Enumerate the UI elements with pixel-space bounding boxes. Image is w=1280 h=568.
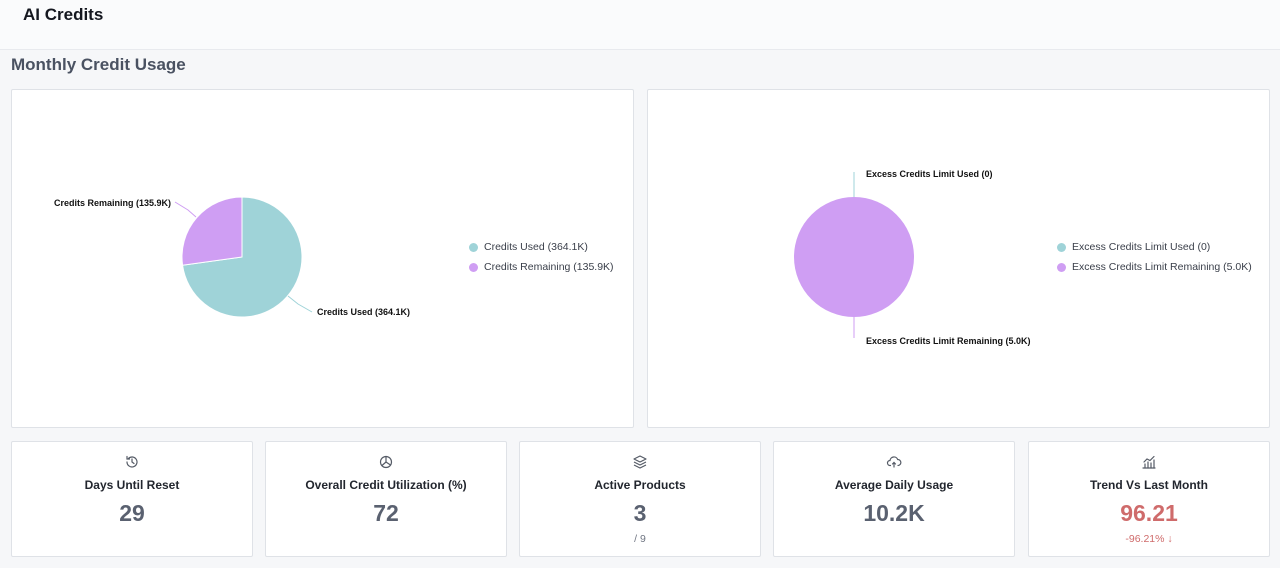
card-label: Trend Vs Last Month: [1089, 478, 1208, 492]
callout-remaining: Credits Remaining (135.9K): [54, 198, 171, 208]
legend-dot-remaining: [1057, 262, 1066, 272]
card-value: 72: [373, 500, 399, 526]
legend-dot-remaining: [469, 262, 478, 272]
trend-chart-icon: [1029, 454, 1269, 470]
legend-item-credits-used[interactable]: Credits Used (364.1K): [469, 237, 614, 257]
legend-label: Credits Used (364.1K): [484, 241, 588, 253]
legend-item-excess-used[interactable]: Excess Credits Limit Used (0): [1057, 237, 1252, 257]
card-value: 10.2K: [863, 500, 925, 526]
legend-label: Credits Remaining (135.9K): [484, 261, 614, 273]
card-label: Overall Credit Utilization (%): [305, 478, 467, 492]
page-title: AI Credits: [23, 5, 104, 24]
section-title: Monthly Credit Usage: [11, 55, 186, 74]
pie-slice-credits-remaining-135-9k[interactable]: [181, 196, 243, 266]
pie-slice-excess-credits-limit-remaining-5-0k[interactable]: [794, 197, 914, 317]
cloud-sync-icon: [774, 454, 1014, 470]
callout-used: Credits Used (364.1K): [317, 307, 410, 317]
credit-usage-pie-chart: Credits Remaining (135.9K) Credits Used …: [54, 196, 410, 318]
legend-dot-used: [469, 242, 478, 252]
pie-chart-icon: [266, 454, 506, 470]
excess-credits-chart-panel: Excess Credits Limit Used (0) Excess Cre…: [647, 89, 1270, 428]
trend-vs-last-month-card: Trend Vs Last Month 96.21 -96.21% ↓: [1028, 441, 1270, 557]
credit-usage-chart-panel: Credits Remaining (135.9K) Credits Used …: [11, 89, 634, 428]
legend-label: Excess Credits Limit Remaining (5.0K): [1072, 261, 1252, 273]
layers-icon: [520, 454, 760, 470]
card-label: Average Daily Usage: [834, 478, 954, 492]
credit-usage-pie: [181, 196, 303, 318]
card-value: 96.21: [1120, 500, 1178, 526]
card-subvalue: / 9: [634, 533, 646, 545]
excess-credits-pie-chart: Excess Credits Limit Used (0) Excess Cre…: [794, 169, 1031, 346]
top-bar: AI Credits: [0, 0, 1280, 50]
card-value: 29: [119, 500, 145, 526]
callout-excess-used: Excess Credits Limit Used (0): [866, 169, 993, 179]
excess-credits-legend: Excess Credits Limit Used (0) Excess Cre…: [1057, 237, 1252, 277]
excess-credits-pie: [794, 197, 914, 317]
legend-item-excess-remaining[interactable]: Excess Credits Limit Remaining (5.0K): [1057, 257, 1252, 277]
card-label: Days Until Reset: [84, 478, 180, 492]
card-value: 3: [633, 500, 647, 526]
callout-excess-remaining: Excess Credits Limit Remaining (5.0K): [866, 336, 1031, 346]
average-daily-usage-card: Average Daily Usage 10.2K: [773, 441, 1015, 557]
history-icon: [12, 454, 252, 470]
legend-label: Excess Credits Limit Used (0): [1072, 241, 1211, 253]
days-until-reset-card: Days Until Reset 29: [11, 441, 253, 557]
legend-item-credits-remaining[interactable]: Credits Remaining (135.9K): [469, 257, 614, 277]
card-label: Active Products: [594, 478, 686, 492]
legend-dot-used: [1057, 242, 1066, 252]
credit-utilization-card: Overall Credit Utilization (%) 72: [265, 441, 507, 557]
card-subvalue: -96.21% ↓: [1125, 533, 1173, 545]
callout-line-remaining: [174, 201, 197, 218]
active-products-card: Active Products 3 / 9: [519, 441, 761, 557]
callout-line-used: [287, 295, 313, 313]
credit-usage-legend: Credits Used (364.1K) Credits Remaining …: [469, 237, 614, 277]
